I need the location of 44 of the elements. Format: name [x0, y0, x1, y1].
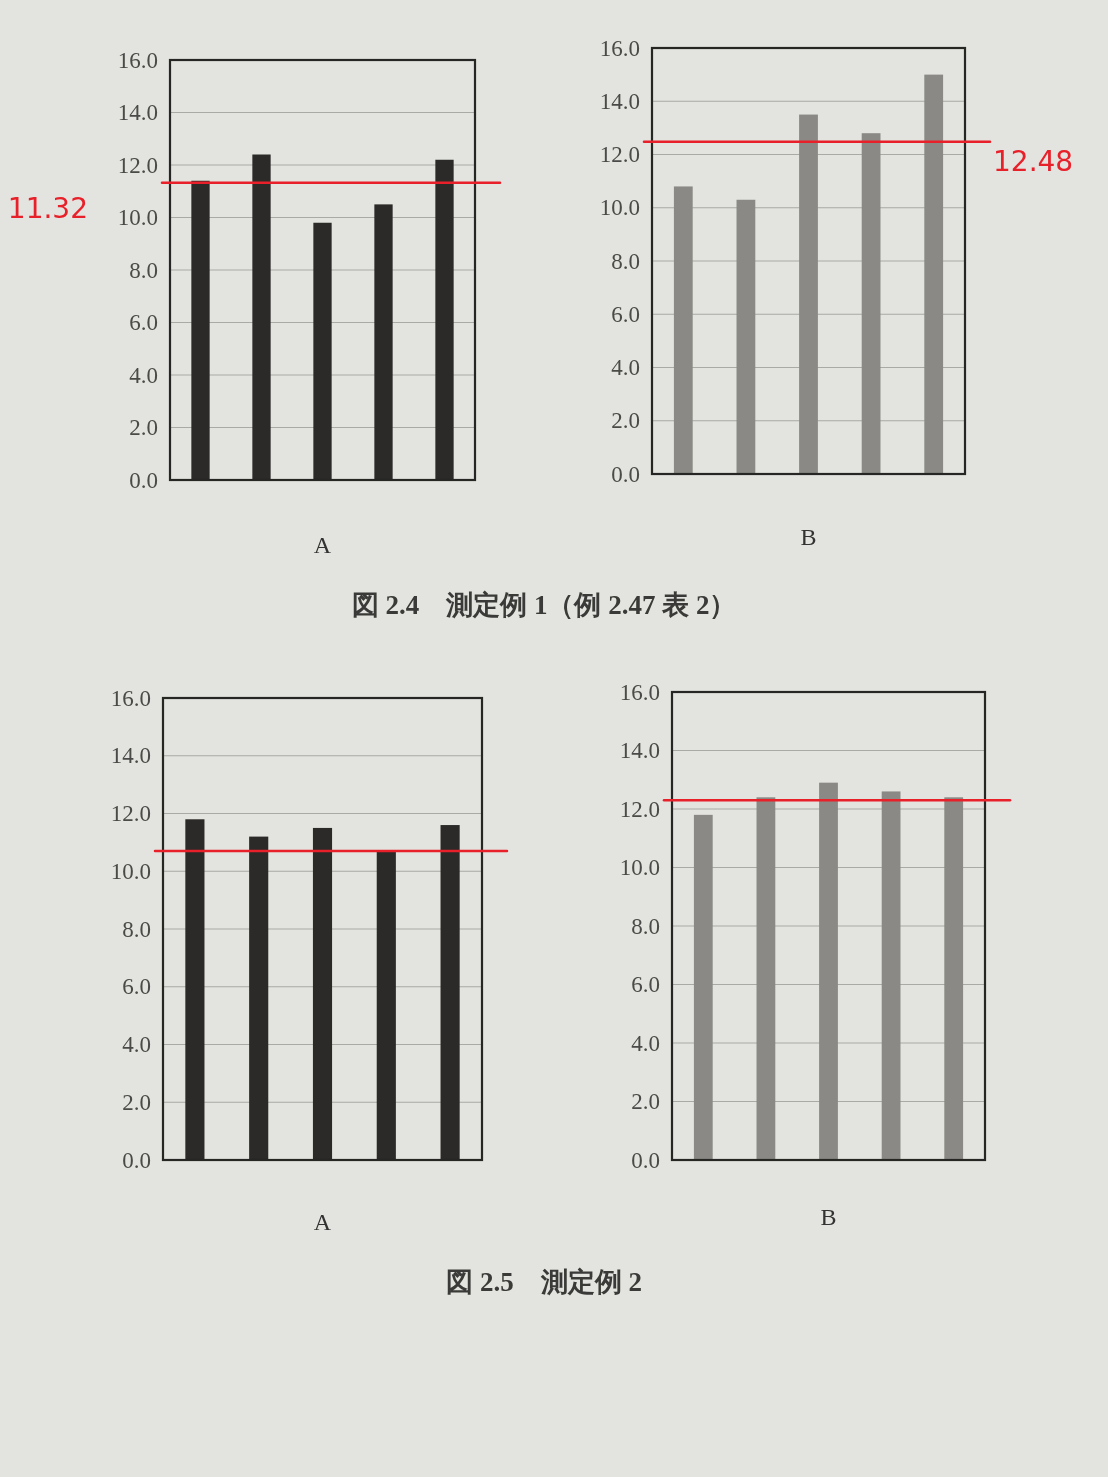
y-tick-label: 6.0	[631, 972, 660, 997]
caption: 図 2.5 測定例 2	[446, 1267, 642, 1297]
y-tick-label: 2.0	[631, 1089, 660, 1114]
y-tick-label: 6.0	[129, 310, 158, 335]
y-tick-label: 14.0	[117, 100, 158, 125]
y-tick-label: 16.0	[619, 679, 660, 705]
y-tick-label: 14.0	[110, 743, 151, 769]
y-tick-label: 10.0	[117, 205, 158, 230]
y-tick-label: 6.0	[611, 301, 640, 327]
y-tick-label: 0.0	[611, 461, 640, 487]
y-tick-label: 12.0	[599, 142, 640, 167]
x-axis-title: A	[313, 1209, 332, 1235]
y-tick-label: 2.0	[611, 408, 640, 434]
y-tick-label: 6.0	[122, 974, 151, 1000]
y-tick-label: 2.0	[129, 415, 158, 440]
y-tick-label: 14.0	[619, 738, 660, 763]
y-tick-label: 4.0	[611, 355, 640, 380]
y-tick-label: 10.0	[619, 855, 660, 880]
x-axis-title: B	[820, 1204, 837, 1230]
y-tick-label: 4.0	[631, 1030, 660, 1056]
y-tick-label: 8.0	[122, 916, 151, 942]
caption: 図 2.4 測定例 1（例 2.47 表 2）	[351, 590, 737, 620]
y-tick-label: 0.0	[122, 1147, 151, 1173]
ref-line-label: 12.48	[993, 145, 1074, 179]
y-tick-label: 16.0	[117, 47, 158, 73]
y-tick-label: 4.0	[129, 362, 158, 388]
y-tick-label: 12.0	[619, 796, 660, 822]
y-tick-label: 16.0	[110, 685, 151, 711]
y-tick-label: 12.0	[110, 801, 151, 826]
x-axis-title: A	[313, 532, 332, 558]
y-tick-label: 14.0	[599, 88, 640, 114]
y-tick-label: 12.0	[117, 152, 158, 178]
y-tick-label: 16.0	[599, 35, 640, 61]
ref-line-label: 11.32	[7, 192, 88, 226]
y-tick-label: 8.0	[611, 248, 640, 274]
y-tick-label: 0.0	[129, 467, 158, 493]
y-tick-label: 0.0	[631, 1147, 660, 1173]
y-tick-label: 4.0	[122, 1032, 151, 1057]
y-tick-label: 8.0	[129, 257, 158, 283]
y-tick-label: 2.0	[122, 1089, 151, 1115]
x-axis-title: B	[800, 524, 817, 550]
y-tick-label: 8.0	[631, 913, 660, 939]
y-tick-label: 10.0	[599, 195, 640, 221]
y-tick-label: 10.0	[110, 858, 151, 884]
